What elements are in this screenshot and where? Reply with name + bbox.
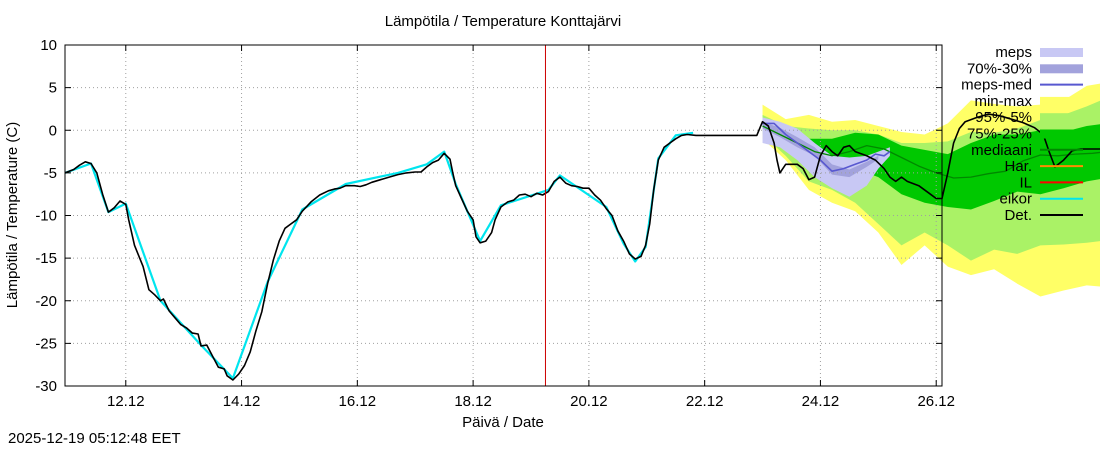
legend-label: meps xyxy=(995,44,1032,61)
grid-lines xyxy=(65,45,942,386)
chart-title: Lämpötila / Temperature Konttajärvi xyxy=(385,13,622,30)
x-axis-label: Päivä / Date xyxy=(462,414,544,431)
legend-swatch xyxy=(1040,113,1083,123)
y-tick-label: 10 xyxy=(40,37,57,54)
legend-label: 70%-30% xyxy=(967,60,1032,77)
legend-label: mediaani xyxy=(971,142,1032,159)
x-tick-label: 26.12 xyxy=(917,393,955,410)
plot-frame xyxy=(64,44,943,387)
y-tick-label: -20 xyxy=(35,293,57,310)
y-tick-label: -30 xyxy=(35,378,57,395)
x-tick-label: 16.12 xyxy=(339,393,377,410)
legend-label: IL xyxy=(1019,174,1032,191)
timestamp: 2025-12-19 05:12:48 EET xyxy=(8,430,181,447)
series-eikor xyxy=(64,131,694,380)
legend-swatch xyxy=(1040,48,1083,57)
tick-labels: 10 5 0 -5 -10 -15 -20 -25 -30 12.12 14.12 16.12 18.1… xyxy=(35,37,955,410)
y-tick-label: -15 xyxy=(35,250,57,267)
plot-border xyxy=(64,44,943,387)
legend-label: Det. xyxy=(1004,207,1032,224)
legend: meps70%-30%meps-medmin-max95%-5%75%-25%m… xyxy=(961,44,1083,224)
legend-label: 75%-25% xyxy=(967,126,1032,143)
x-tick-label: 18.12 xyxy=(454,393,492,410)
legend-swatch xyxy=(1040,96,1083,106)
legend-label: min-max xyxy=(974,93,1032,110)
legend-label: Har. xyxy=(1004,158,1032,175)
y-tick-label: -10 xyxy=(35,208,57,225)
y-axis-label: Lämpötila / Temperature (C) xyxy=(4,122,21,308)
series-det xyxy=(64,113,1100,381)
y-tick-label: -25 xyxy=(35,335,57,352)
legend-swatch xyxy=(1040,129,1083,139)
legend-label: eikor xyxy=(999,191,1032,208)
series-meps-med xyxy=(762,122,891,172)
x-tick-label: 24.12 xyxy=(802,393,840,410)
band-75-25 xyxy=(762,121,1100,210)
x-tick-label: 14.12 xyxy=(223,393,261,410)
legend-label: meps-med xyxy=(961,77,1032,94)
y-tick-label: -5 xyxy=(44,165,57,182)
x-tick-label: 20.12 xyxy=(570,393,608,410)
x-tick-label: 12.12 xyxy=(107,393,145,410)
y-tick-label: 0 xyxy=(49,122,57,139)
legend-label: 95%-5% xyxy=(975,109,1032,126)
x-tick-label: 22.12 xyxy=(686,393,724,410)
forecast-bands xyxy=(762,83,1100,297)
y-tick-label: 5 xyxy=(49,80,57,97)
band-meps-70-30 xyxy=(762,121,879,178)
legend-swatch xyxy=(1040,64,1083,74)
